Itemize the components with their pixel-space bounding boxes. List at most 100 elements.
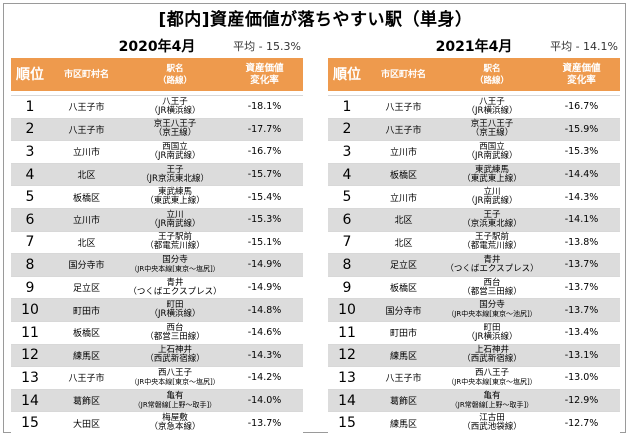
station-cell: 西台 （都営三田線） xyxy=(441,278,543,297)
station-line: （京急本線） xyxy=(149,422,201,433)
station-cell: 立川 （JR南武線） xyxy=(441,188,543,206)
station-line: （東武東上線） xyxy=(462,173,522,184)
rate-cell: -14.0% xyxy=(247,395,282,407)
rate-cell: -13.7% xyxy=(564,304,599,316)
table-row: 2 八王子市 京王八王子 （京王線） -15.9% xyxy=(328,117,620,141)
table-body: 1 八王子市 八王子 （JR横浜線） -16.7% 2 八王子市 京王八王子 （京王線） -15.… xyxy=(328,95,620,434)
panel-average: 平均 - 14.1% xyxy=(550,40,618,53)
rate-cell: -14.8% xyxy=(247,304,282,316)
table-row: 2 八王子市 京王八王子 （京王線） -17.7% xyxy=(11,117,303,141)
rank-cell: 11 xyxy=(338,324,356,341)
table-row: 1 八王子市 八王子 （JR横浜線） -18.1% xyxy=(11,95,303,118)
station-name: 立川 xyxy=(166,209,184,220)
rate-cell: -14.2% xyxy=(247,372,282,384)
rank-cell: 11 xyxy=(21,324,39,341)
station-line: （JR常磐線[上野～取手]） xyxy=(450,400,534,409)
header-rank: 順位 xyxy=(16,66,44,83)
rate-cell: -13.7% xyxy=(564,282,599,294)
station-cell: 王子 （JR京浜東北線） xyxy=(124,165,226,184)
rank-cell: 10 xyxy=(338,302,356,319)
station-cell: 梅屋敷 （京急本線） xyxy=(124,414,226,432)
rank-cell: 7 xyxy=(342,234,352,251)
rate-cell: -14.6% xyxy=(247,327,282,339)
station-name: 町田 xyxy=(166,300,184,311)
rank-cell: 6 xyxy=(25,211,35,228)
station-line: （JR中央本線[東京～池尻]） xyxy=(447,310,537,319)
table-row: 1 八王子市 八王子 （JR横浜線） -16.7% xyxy=(328,95,620,118)
table-row: 10 町田市 町田 （JR横浜線） -14.8% xyxy=(11,298,303,321)
panel-average: 平均 - 15.3% xyxy=(233,40,301,53)
table-row: 15 大田区 梅屋敷 （京急本線） -13.7% xyxy=(11,411,303,434)
city-cell: 足立区 xyxy=(72,284,100,295)
station-cell: 東武練馬 （東武東上線） xyxy=(441,165,543,184)
station-line: （京王線） xyxy=(470,128,514,139)
rank-cell: 14 xyxy=(21,392,39,409)
city-cell: 板橋区 xyxy=(72,193,100,204)
table-row: 11 町田市 町田 （JR横浜線） -13.4% xyxy=(328,320,620,344)
station-cell: 京王八王子 （京王線） xyxy=(441,120,543,138)
rank-cell: 9 xyxy=(25,279,35,296)
rank-cell: 7 xyxy=(25,234,35,251)
station-cell: 西国立 （JR南武線） xyxy=(441,142,543,161)
station-cell: 青井 （つくばエクスプレス） xyxy=(124,278,226,297)
station-cell: 西台 （都営三田線） xyxy=(124,323,226,342)
rank-cell: 15 xyxy=(21,415,39,432)
rank-cell: 14 xyxy=(338,392,356,409)
rate-cell: -14.3% xyxy=(247,349,282,361)
rate-cell: -14.3% xyxy=(564,191,599,203)
station-cell: 青井 （つくばエクスプレス） xyxy=(441,254,543,274)
header-rank: 順位 xyxy=(333,66,361,83)
table-row: 15 練馬区 江古田 （西武池袋線） -12.7% xyxy=(328,411,620,434)
header-rate-l2: 変化率 xyxy=(250,74,279,86)
ranking-panel-2021: 2021年4月 平均 - 14.1% 順位 市区町村名 駅名 （路線） 資産価値… xyxy=(328,36,620,434)
station-name: 青井 xyxy=(483,254,501,265)
header-station-line: （路線） xyxy=(474,75,509,86)
table-row: 9 足立区 青井 （つくばエクスプレス） -14.9% xyxy=(11,275,303,299)
station-cell: 東武練馬 （東武東上線） xyxy=(124,188,226,206)
rank-cell: 4 xyxy=(25,166,35,183)
station-cell: 町田 （JR横浜線） xyxy=(441,322,543,342)
city-cell: 八王子市 xyxy=(68,125,105,136)
panel-header: 2021年4月 平均 - 14.1% xyxy=(328,36,620,56)
station-name: 八王子 xyxy=(479,96,505,107)
station-cell: 江古田 （西武池袋線） xyxy=(441,414,543,432)
station-name: 京王八王子 xyxy=(153,119,197,130)
rate-cell: -18.1% xyxy=(247,101,282,113)
table-row: 10 国分寺市 国分寺 （JR中央本線[東京～池尻]） -13.7% xyxy=(328,298,620,321)
rank-cell: 13 xyxy=(21,369,39,386)
station-name: 国分寺 xyxy=(162,254,188,265)
city-cell: 八王子市 xyxy=(385,125,422,136)
city-cell: 八王子市 xyxy=(385,374,422,385)
rate-cell: -14.9% xyxy=(247,259,282,271)
station-line: （西武新宿線） xyxy=(462,354,522,365)
city-cell: 八王子市 xyxy=(68,374,105,385)
rank-cell: 6 xyxy=(342,211,352,228)
rate-cell: -13.1% xyxy=(564,349,599,361)
station-cell: 八王子 （JR横浜線） xyxy=(441,96,543,116)
station-cell: 西八王子 （JR中央本線[東京～塩尻]） xyxy=(124,368,226,387)
ranking-panel-2020: 2020年4月 平均 - 15.3% 順位 市区町村名 駅名 （路線） 資産価値… xyxy=(11,36,303,434)
header-rate-l1: 資産価値 xyxy=(562,62,601,74)
city-cell: 練馬区 xyxy=(72,351,100,362)
city-cell: 練馬区 xyxy=(389,419,417,430)
station-name: 町田 xyxy=(483,322,501,333)
rate-cell: -13.0% xyxy=(564,372,599,384)
table-row: 12 練馬区 上石神井 （西武新宿線） -13.1% xyxy=(328,343,620,367)
rate-cell: -15.7% xyxy=(247,169,282,181)
station-name: 西八王子 xyxy=(474,367,509,378)
city-cell: 立川市 xyxy=(389,193,417,204)
rank-cell: 4 xyxy=(342,166,352,183)
station-line: （JR中央本線[東京～塩尻]） xyxy=(130,264,220,273)
station-cell: 八王子 （JR横浜線） xyxy=(124,97,226,116)
station-name: 王子駅前 xyxy=(157,232,192,243)
station-name: 立川 xyxy=(483,187,501,198)
rate-cell: -13.7% xyxy=(564,259,599,271)
city-cell: 北区 xyxy=(394,216,413,227)
rate-cell: -16.7% xyxy=(247,146,282,158)
city-cell: 八王子市 xyxy=(385,103,422,114)
rank-cell: 10 xyxy=(21,302,39,319)
station-line: （JR横浜線） xyxy=(149,105,201,116)
city-cell: 立川市 xyxy=(72,216,100,227)
header-rate: 資産価値 変化率 xyxy=(543,63,620,87)
header-rate: 資産価値 変化率 xyxy=(226,63,303,87)
